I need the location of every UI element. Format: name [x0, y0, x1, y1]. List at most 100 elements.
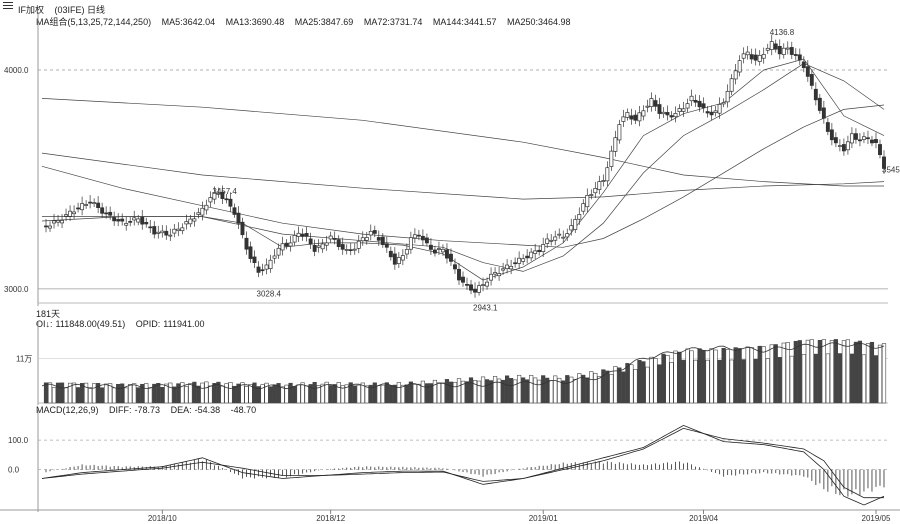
- volume-bar: [176, 383, 181, 404]
- candle-body: [581, 203, 586, 212]
- macd-params: MACD(12,26,9): [36, 405, 99, 415]
- candle-body: [412, 234, 417, 239]
- volume-bar: [529, 374, 534, 404]
- volume-bar: [589, 371, 594, 404]
- candle-body: [509, 266, 514, 270]
- volume-bar: [212, 383, 217, 404]
- diff-value: -78.73: [134, 405, 161, 415]
- volume-bar: [328, 385, 333, 404]
- candle-body: [156, 231, 161, 234]
- candle-body: [793, 54, 798, 56]
- candle-body: [204, 204, 209, 211]
- open-interest-line: [41, 342, 885, 390]
- volume-bar: [649, 356, 654, 404]
- candle-body: [100, 207, 105, 214]
- candle-body: [84, 204, 89, 206]
- volume-bar: [725, 349, 730, 404]
- volume-bar: [320, 383, 325, 404]
- candle-body: [745, 51, 750, 56]
- volume-bar: [845, 339, 851, 404]
- volume-header: 181天: [36, 309, 61, 319]
- volume-bar: [280, 386, 285, 404]
- candle-body: [605, 167, 610, 182]
- volume-bar: [300, 382, 305, 404]
- candle-body: [773, 43, 778, 50]
- price-annotation: 3457.4: [212, 187, 237, 196]
- volume-bar: [460, 380, 466, 404]
- candle-body: [292, 234, 297, 243]
- candle-body: [813, 88, 818, 101]
- volume-bar: [809, 339, 814, 404]
- ma144-value: MA144:3441.57: [432, 17, 497, 27]
- volume-bar: [164, 383, 169, 404]
- candle-body: [870, 139, 874, 144]
- volume-bar: [673, 350, 678, 404]
- candle-body: [272, 255, 277, 259]
- volume-bar: [188, 383, 193, 404]
- candle-body: [497, 273, 502, 277]
- volume-bar: [344, 384, 349, 404]
- volume-bar: [653, 358, 658, 404]
- volume-bar: [67, 382, 73, 404]
- candle-body: [432, 249, 437, 254]
- candle-body: [136, 218, 141, 223]
- volume-bar: [765, 358, 770, 404]
- candle-body: [521, 258, 526, 262]
- volume-bar: [593, 372, 598, 404]
- volume-bar: [793, 340, 798, 404]
- x-tick-label: 2019/05: [862, 514, 891, 523]
- volume-bar: [264, 382, 269, 404]
- volume-bar: [480, 376, 486, 404]
- volume-bar: [533, 377, 538, 404]
- candle-body: [821, 107, 826, 119]
- candle-body: [601, 180, 606, 182]
- x-tick-label: 2019/04: [689, 514, 718, 523]
- volume-bar: [505, 375, 510, 404]
- candle-body: [561, 236, 566, 239]
- candle-body: [392, 253, 397, 265]
- candle-body: [316, 245, 321, 248]
- candle-body: [420, 235, 425, 241]
- volume-bar: [372, 382, 377, 404]
- candle-body: [585, 195, 590, 208]
- opid-value: 111941.00: [163, 319, 205, 329]
- candle-body: [709, 111, 714, 116]
- volume-bar: [200, 382, 205, 404]
- list-icon[interactable]: [3, 2, 13, 10]
- volume-bar: [605, 370, 610, 404]
- candle-body: [348, 249, 353, 251]
- volume-bar: [777, 357, 782, 404]
- volume-bar: [597, 376, 602, 404]
- candle-body: [64, 214, 69, 217]
- volume-bar: [717, 359, 722, 404]
- volume-bar: [312, 382, 317, 404]
- volume-bar: [857, 340, 863, 404]
- price-annotation: 4136.8: [770, 28, 795, 37]
- volume-bar: [861, 354, 867, 404]
- volume-bar: [525, 379, 530, 404]
- macd-y-tick: 0.0: [8, 466, 20, 475]
- volume-bar: [296, 384, 301, 404]
- volume-bar: [484, 379, 490, 404]
- volume-bar: [332, 384, 337, 404]
- volume-bar: [681, 359, 686, 404]
- candle-body: [256, 266, 261, 273]
- candle-body: [396, 257, 401, 264]
- candle-body: [264, 264, 269, 270]
- volume-bar: [360, 382, 365, 404]
- volume-bar: [488, 380, 494, 404]
- candle-body: [481, 284, 485, 287]
- candle-body: [80, 203, 85, 211]
- candle-body: [336, 239, 341, 248]
- candle-body: [753, 54, 758, 61]
- ma-line-ma144: [41, 152, 885, 200]
- candle-body: [404, 249, 409, 255]
- volume-bar: [316, 385, 321, 404]
- volume-bar: [669, 362, 674, 404]
- price-annotation: 3545.2: [882, 166, 900, 175]
- volume-bar: [625, 363, 630, 404]
- candle-body: [673, 113, 678, 118]
- candle-body: [513, 262, 518, 265]
- x-tick-label: 2018/10: [148, 514, 177, 523]
